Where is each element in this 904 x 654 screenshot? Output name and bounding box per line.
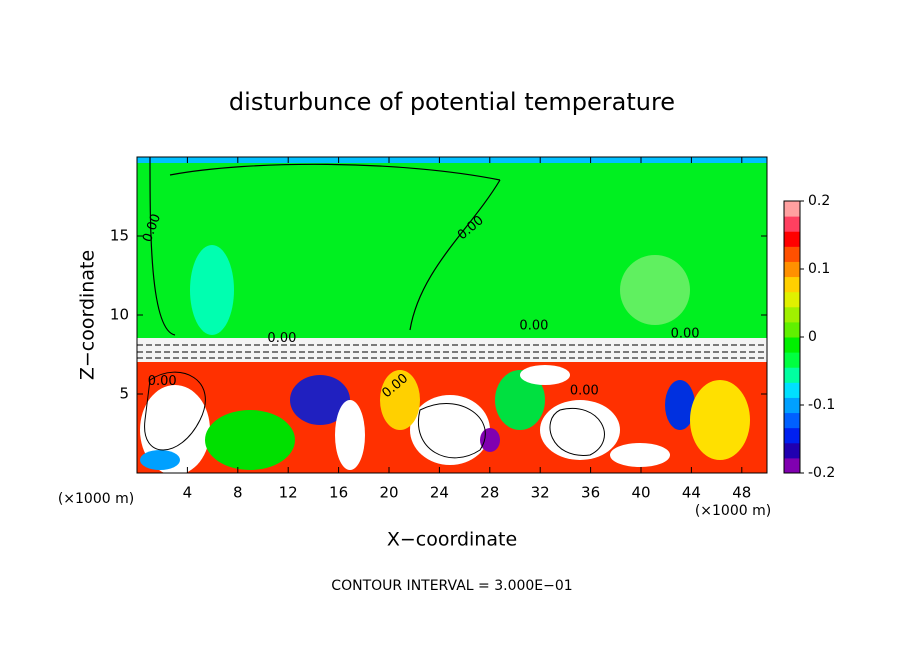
contour-label: 0.00 bbox=[519, 319, 548, 334]
colorbar-band bbox=[784, 306, 800, 323]
x-tick-label: 48 bbox=[732, 484, 751, 502]
y-tick-label: 5 bbox=[119, 385, 129, 403]
colorbar-band bbox=[784, 397, 800, 414]
colorbar-band bbox=[784, 321, 800, 338]
colorbar-band bbox=[784, 442, 800, 459]
colorbar-band bbox=[784, 276, 800, 293]
colorbar-band bbox=[784, 412, 800, 429]
colorbar-band bbox=[784, 382, 800, 398]
colorbar-tick-label: 0.1 bbox=[808, 261, 830, 277]
x-tick-label: 40 bbox=[631, 484, 650, 502]
x-tick-label: 4 bbox=[183, 484, 193, 502]
contour-interval: CONTOUR INTERVAL = 3.000E−01 bbox=[331, 578, 572, 594]
x-tick-label: 36 bbox=[581, 484, 600, 502]
x-unit-label: (×1000 m) bbox=[58, 491, 134, 507]
x-tick-label: 12 bbox=[279, 484, 298, 502]
contour-label: 0.00 bbox=[570, 383, 599, 398]
colorbar-band bbox=[784, 427, 800, 444]
colorbar-tick-label: 0 bbox=[808, 329, 817, 345]
x-tick-label: 24 bbox=[430, 484, 449, 502]
x-tick-label: 8 bbox=[233, 484, 243, 502]
y-tick-label: 15 bbox=[110, 227, 129, 245]
y-tick-label: 10 bbox=[110, 306, 129, 324]
x-tick-label: 32 bbox=[531, 484, 550, 502]
x-unit-label: (×1000 m) bbox=[695, 503, 771, 519]
colorbar-band bbox=[784, 337, 800, 353]
colorbar-tick-label: -0.2 bbox=[808, 465, 835, 481]
colorbar-band bbox=[784, 261, 800, 278]
colorbar-band bbox=[784, 246, 800, 262]
chart-title: disturbunce of potential temperature bbox=[229, 88, 675, 116]
contour-label: 0.00 bbox=[148, 374, 177, 389]
x-axis-label: X−coordinate bbox=[387, 529, 517, 551]
colorbar-band bbox=[784, 352, 800, 368]
x-tick-label: 20 bbox=[379, 484, 398, 502]
x-tick-label: 28 bbox=[480, 484, 499, 502]
colorbar-band bbox=[784, 291, 800, 308]
x-tick-label: 16 bbox=[329, 484, 348, 502]
colorbar-band bbox=[784, 367, 800, 383]
colorbar-band bbox=[784, 457, 800, 474]
contour-label: 0.00 bbox=[267, 331, 296, 346]
colorbar-band bbox=[784, 216, 800, 232]
colorbar-tick-label: 0.2 bbox=[808, 193, 830, 209]
y-axis-label: Z−coordinate bbox=[77, 250, 99, 380]
contour-label: 0.00 bbox=[671, 326, 700, 341]
x-tick-label: 44 bbox=[682, 484, 701, 502]
colorbar-tick-label: -0.1 bbox=[808, 397, 835, 413]
colorbar-band bbox=[784, 231, 800, 247]
colorbar-band bbox=[784, 201, 800, 217]
field bbox=[137, 157, 767, 473]
